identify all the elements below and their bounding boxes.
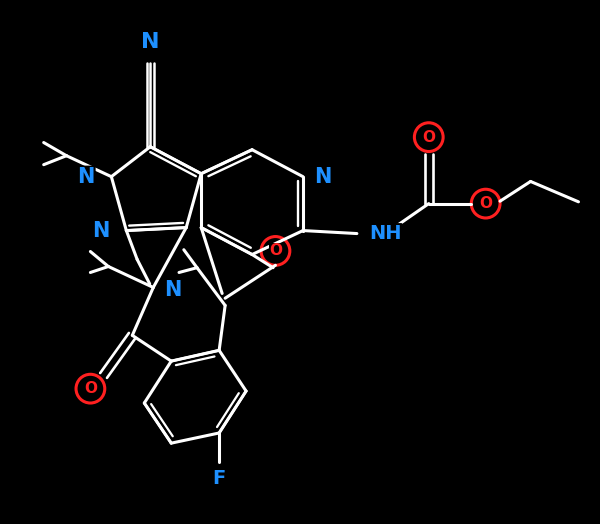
Text: O: O: [422, 129, 435, 145]
Text: O: O: [479, 196, 492, 211]
Text: F: F: [212, 469, 226, 488]
Text: N: N: [141, 32, 160, 52]
Text: O: O: [269, 244, 282, 258]
Text: O: O: [84, 381, 97, 396]
Text: N: N: [164, 280, 181, 300]
Text: NH: NH: [369, 224, 401, 243]
Text: N: N: [92, 221, 110, 241]
Text: N: N: [314, 167, 331, 187]
Text: N: N: [77, 167, 95, 187]
